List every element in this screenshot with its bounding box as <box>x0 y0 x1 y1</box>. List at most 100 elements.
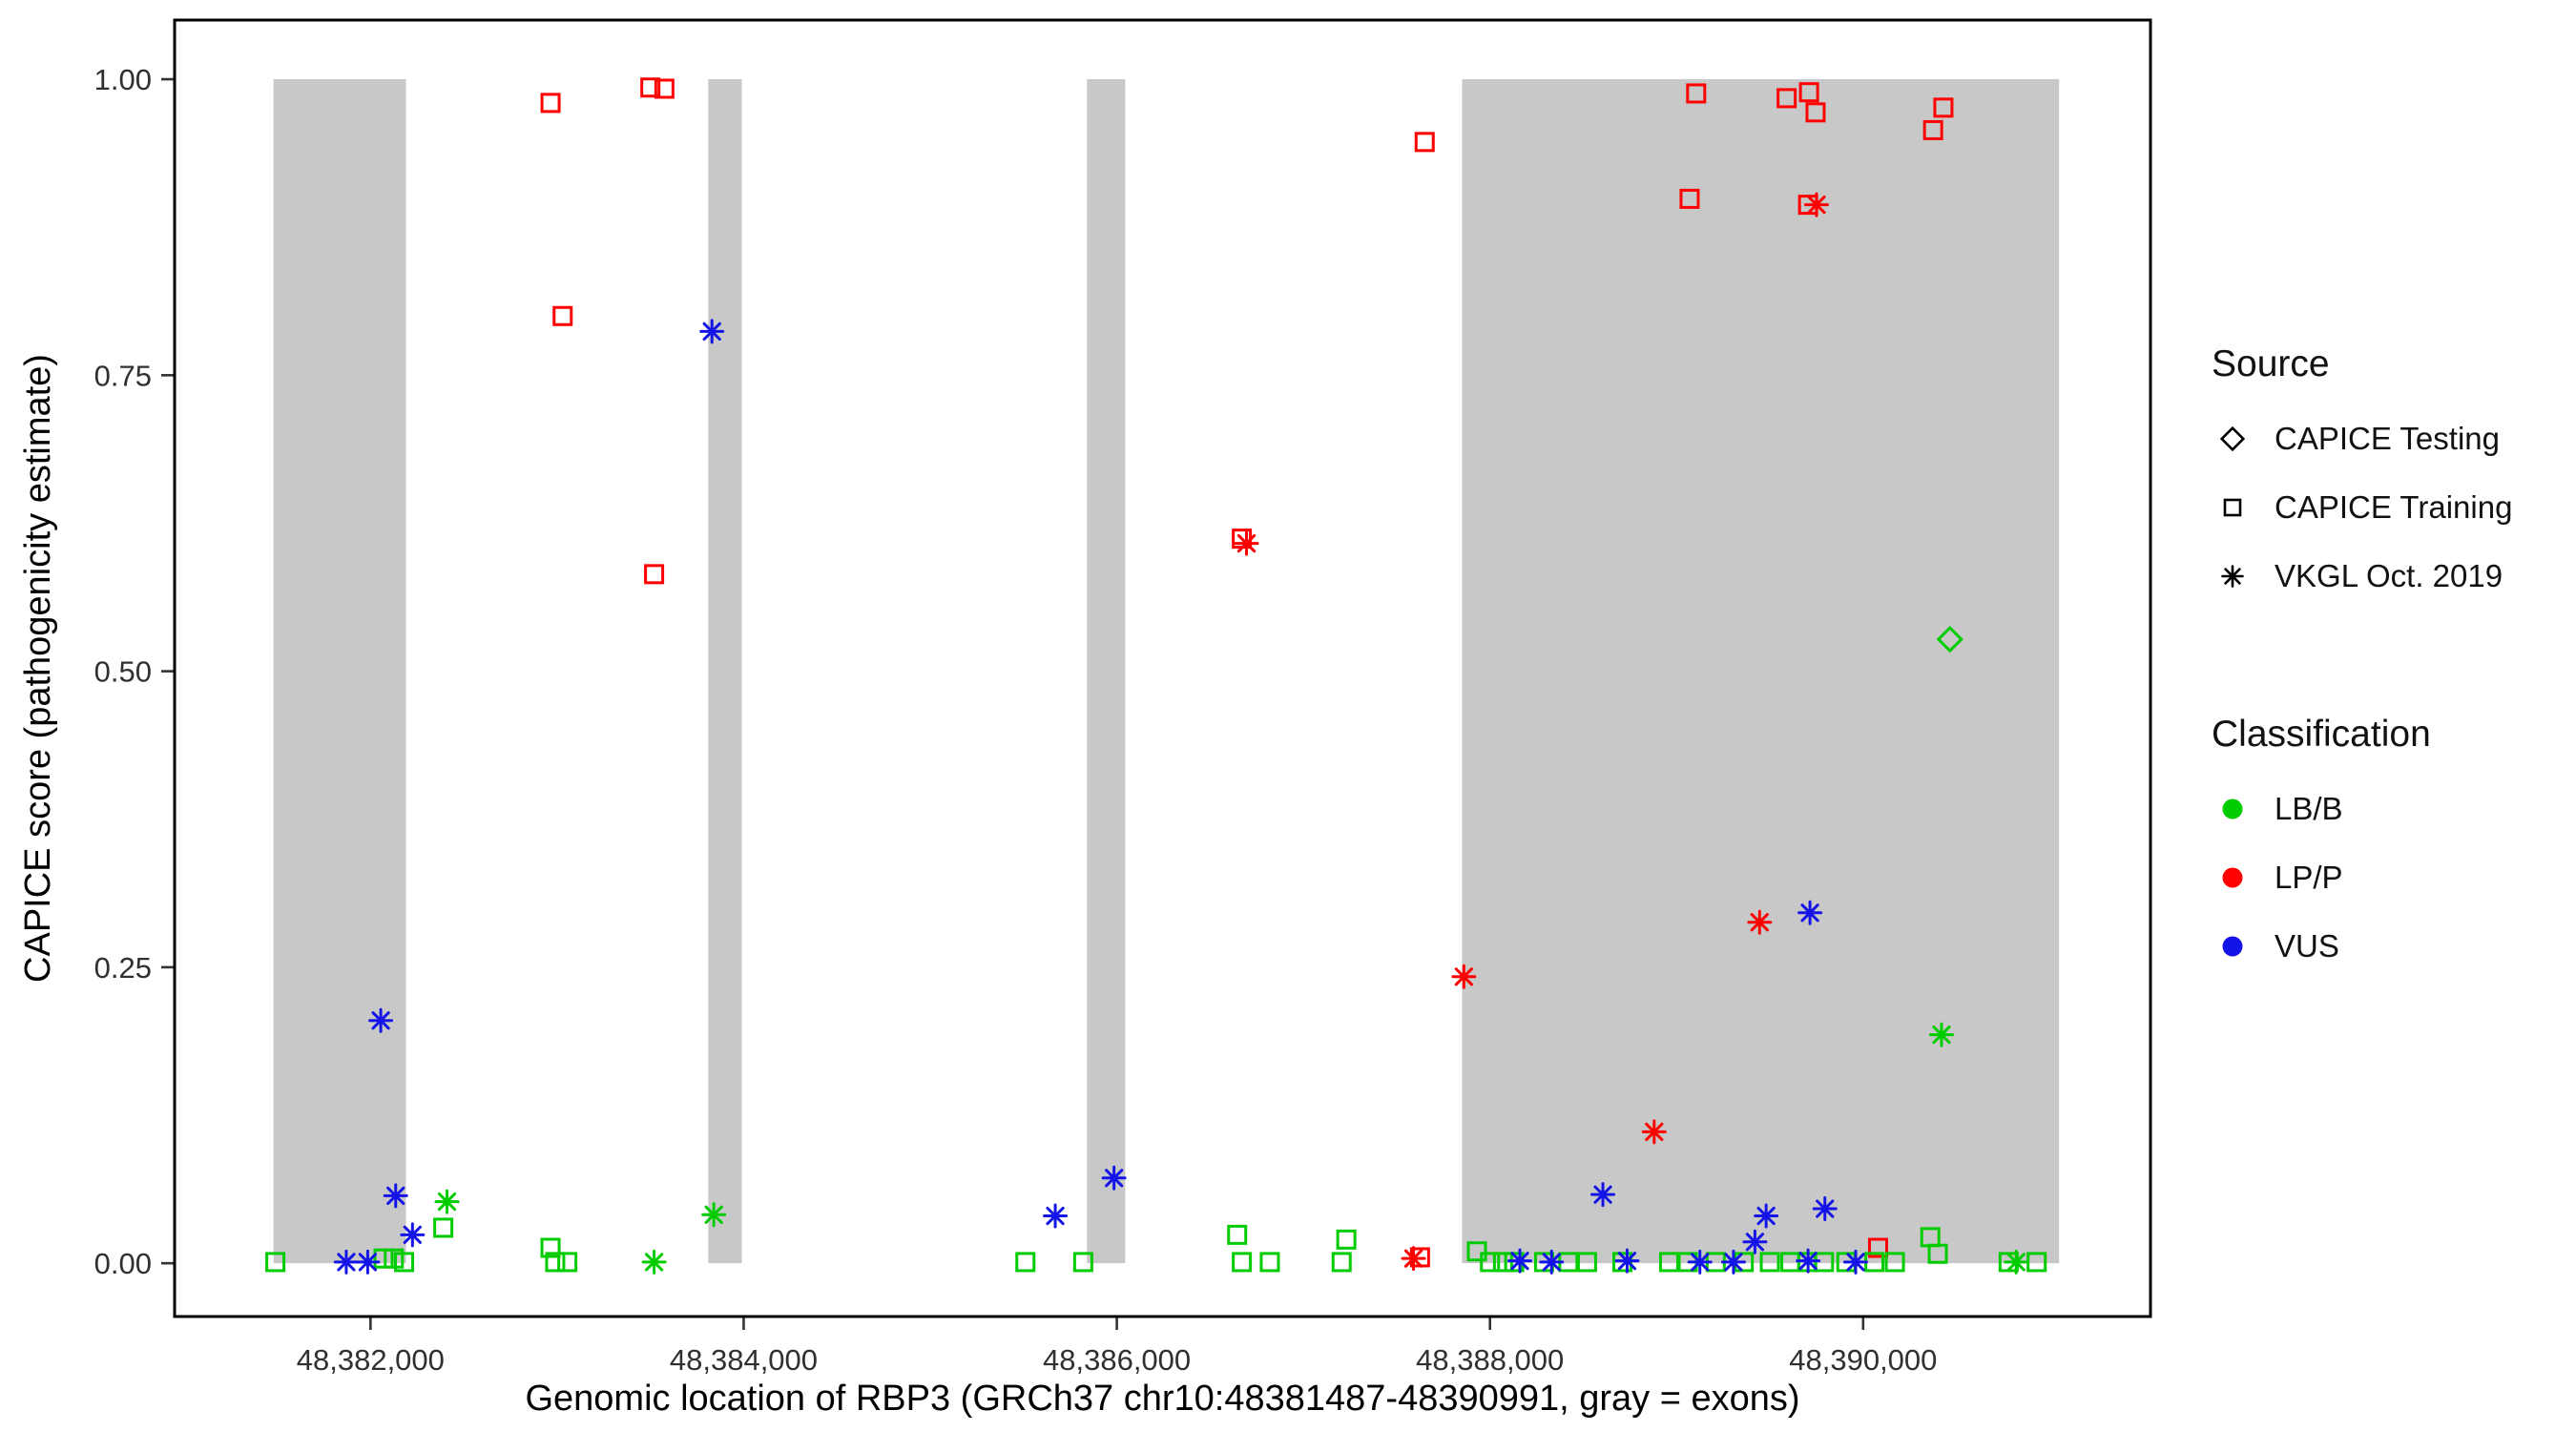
data-point <box>1336 1229 1357 1250</box>
data-point <box>1679 188 1700 209</box>
data-point <box>384 1248 405 1269</box>
data-point <box>1867 1237 1888 1258</box>
data-point <box>333 1249 359 1275</box>
exon-band <box>273 79 406 1264</box>
data-point <box>1590 1182 1616 1208</box>
data-point <box>1331 1252 1352 1273</box>
data-point <box>1576 1252 1597 1273</box>
data-point <box>1227 1224 1248 1245</box>
data-point <box>1812 1196 1838 1222</box>
legend: Source CAPICE Testing CAPICE Training VK… <box>2212 343 2574 981</box>
data-point <box>400 1222 426 1248</box>
data-point <box>1658 1252 1679 1273</box>
data-point <box>373 1248 394 1269</box>
y-axis-title: CAPICE score (pathogenicity estimate) <box>18 354 58 983</box>
exon-band <box>708 79 742 1264</box>
data-point <box>1796 1248 1821 1274</box>
data-point <box>540 93 561 114</box>
exon-band <box>1087 79 1126 1264</box>
data-point <box>1720 1249 1746 1275</box>
legend-item-label: LB/B <box>2275 791 2343 826</box>
data-point <box>1933 97 1954 118</box>
plot-border <box>173 18 2152 1318</box>
data-point <box>1686 83 1707 104</box>
legend-classification-title: Classification <box>2212 714 2431 755</box>
data-point <box>1507 1248 1533 1274</box>
square-icon <box>2223 498 2242 517</box>
asterisk-icon <box>2221 565 2244 588</box>
data-point <box>1884 1252 1905 1273</box>
data-point <box>433 1217 454 1238</box>
legend-item-label: CAPICE Training <box>2275 489 2513 525</box>
diamond-icon <box>2219 425 2246 452</box>
x-tick-label: 48,386,000 <box>1043 1343 1191 1377</box>
data-point <box>1101 1165 1127 1191</box>
legend-item-lbb: LB/B <box>2212 775 2574 843</box>
data-point <box>701 1202 727 1228</box>
data-point <box>1401 1246 1426 1272</box>
data-point <box>1259 1252 1280 1273</box>
y-tick-label: 0.25 <box>94 951 152 985</box>
data-point <box>1759 1252 1780 1273</box>
exon-band <box>1462 79 2060 1264</box>
x-tick-label: 48,382,000 <box>297 1343 445 1377</box>
data-point <box>1747 909 1773 935</box>
legend-item-capice-training: CAPICE Training <box>2212 473 2574 542</box>
data-point <box>654 78 675 99</box>
legend-item-label: LP/P <box>2275 860 2343 895</box>
data-point <box>1072 1252 1093 1273</box>
data-point <box>1928 1022 1954 1047</box>
data-point <box>1539 1249 1565 1275</box>
data-point <box>699 319 725 344</box>
green-dot-icon <box>2222 798 2243 819</box>
data-point <box>1803 192 1829 218</box>
data-point <box>1015 1252 1036 1273</box>
data-point <box>1742 1229 1768 1255</box>
data-point <box>265 1252 286 1273</box>
data-point <box>355 1249 381 1275</box>
data-point <box>368 1007 394 1033</box>
data-point <box>1798 82 1819 103</box>
legend-item-capice-testing: CAPICE Testing <box>2212 404 2574 473</box>
data-point <box>1614 1248 1640 1274</box>
legend-item-lpp: LP/P <box>2212 843 2574 912</box>
red-dot-icon <box>2222 867 2243 888</box>
legend-item-label: VKGL Oct. 2019 <box>2275 558 2503 593</box>
data-point <box>641 1249 667 1275</box>
data-point <box>1687 1249 1713 1275</box>
x-tick-label: 48,384,000 <box>670 1343 818 1377</box>
data-point <box>1922 119 1943 140</box>
data-point <box>1754 1203 1779 1229</box>
blue-dot-icon <box>2222 936 2243 957</box>
data-point <box>1805 102 1826 123</box>
data-point <box>540 1237 561 1258</box>
data-point <box>2004 1249 2029 1275</box>
legend-item-vkgl: VKGL Oct. 2019 <box>2212 542 2574 611</box>
data-point <box>644 564 665 585</box>
data-point <box>1936 625 1963 653</box>
y-tick-label: 0.75 <box>94 359 152 392</box>
data-point <box>383 1183 408 1209</box>
x-tick-label: 48,388,000 <box>1416 1343 1564 1377</box>
data-point <box>552 305 573 326</box>
legend-source-title: Source <box>2212 343 2330 384</box>
data-point <box>1466 1241 1487 1262</box>
data-point <box>434 1189 460 1214</box>
legend-item-vus: VUS <box>2212 912 2574 981</box>
data-point <box>1232 1252 1253 1273</box>
legend-item-label: CAPICE Testing <box>2275 421 2500 456</box>
data-point <box>1927 1243 1948 1264</box>
data-point <box>1776 88 1797 109</box>
x-tick-label: 48,390,000 <box>1789 1343 1937 1377</box>
data-point <box>1797 900 1823 925</box>
y-tick-label: 1.00 <box>94 63 152 96</box>
data-point <box>1043 1203 1069 1229</box>
x-axis-title: Genomic location of RBP3 (GRCh37 chr10:4… <box>525 1379 1799 1419</box>
data-point <box>1480 1252 1501 1273</box>
data-point <box>1843 1249 1869 1275</box>
data-point <box>557 1252 578 1273</box>
legend-item-label: VUS <box>2275 928 2339 964</box>
data-point <box>1641 1119 1667 1145</box>
data-point <box>1234 530 1259 556</box>
